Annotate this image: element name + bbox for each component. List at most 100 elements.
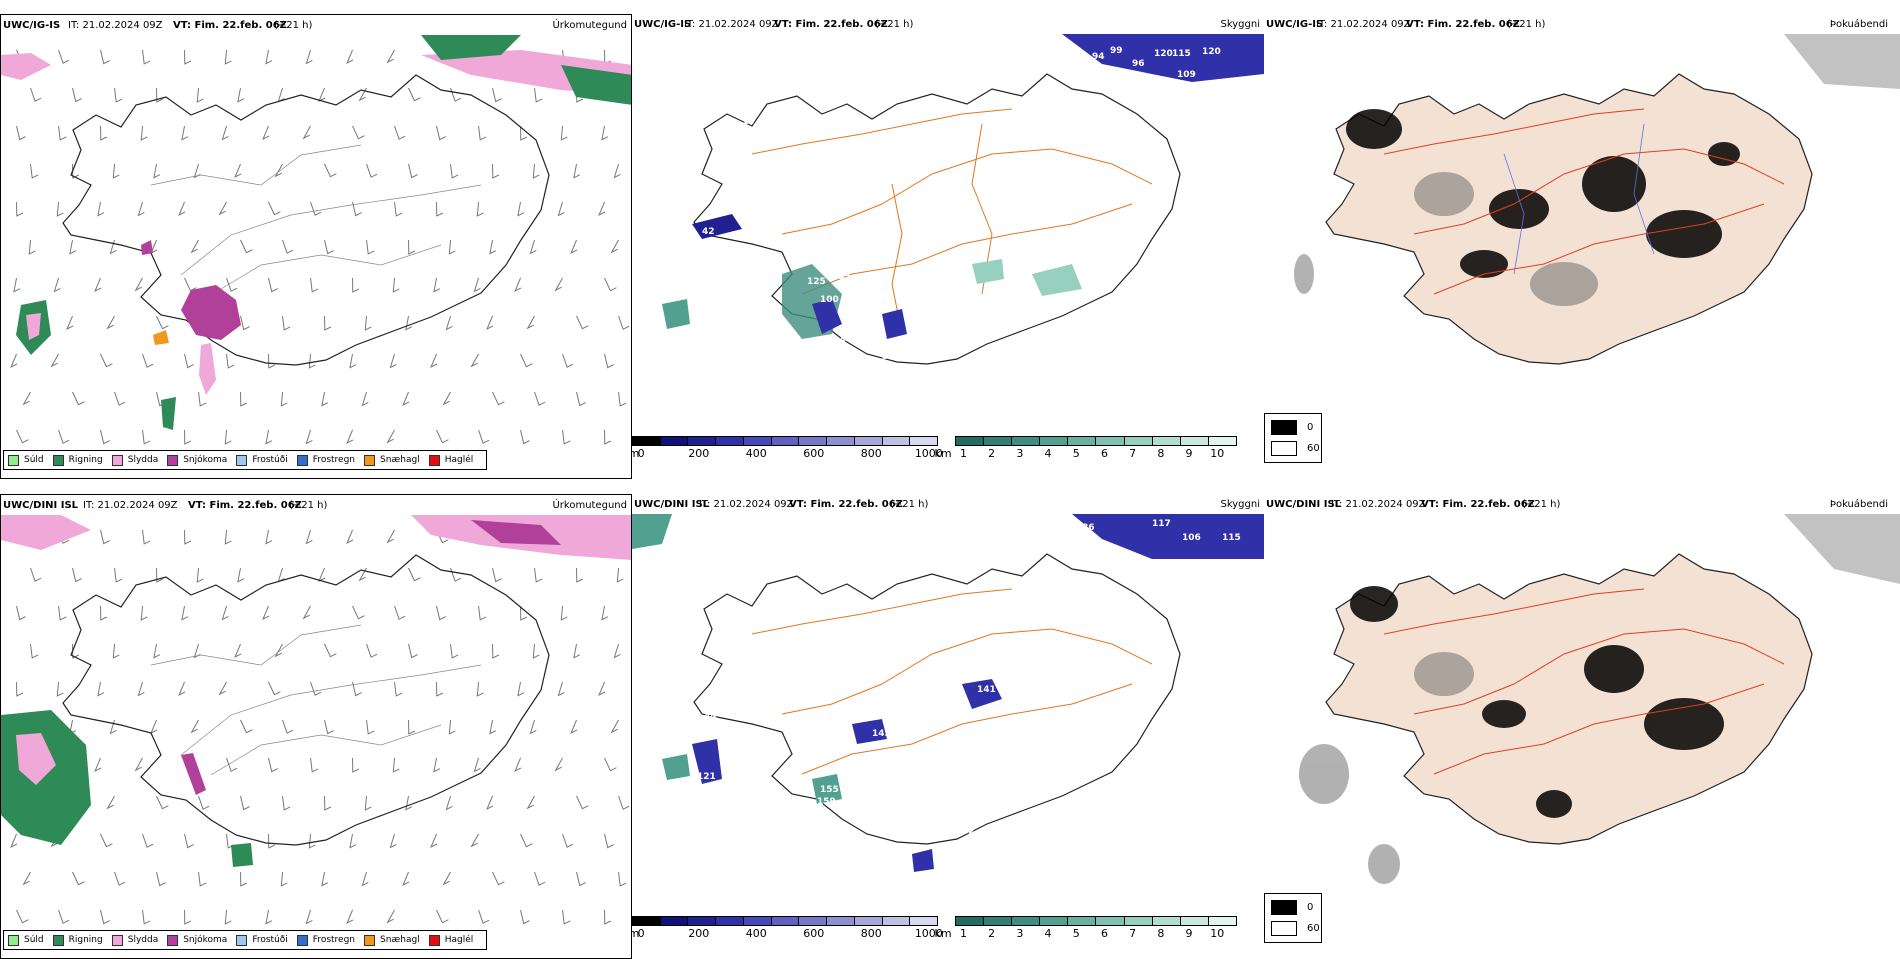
cloud-base-label: 96 bbox=[712, 797, 725, 807]
wind-barb bbox=[557, 201, 565, 217]
cloud-base-label: 13 bbox=[742, 117, 755, 127]
cloud-base-label: 118 bbox=[752, 327, 771, 337]
wind-barb bbox=[97, 681, 105, 697]
wind-barb bbox=[310, 201, 322, 216]
wind-barb bbox=[240, 871, 248, 887]
colorbar-cell bbox=[716, 437, 744, 445]
lead-time: (+21 h) bbox=[1507, 19, 1546, 30]
wind-barb bbox=[489, 239, 497, 255]
cloud-base-label: 113 bbox=[912, 327, 931, 337]
precip-type-panel-bottom: UWC/DINI ISL IT: 21.02.2024 09Z VT: Fim.… bbox=[0, 494, 632, 959]
fog-legend-row: 0 bbox=[1271, 900, 1313, 915]
wind-barb bbox=[492, 871, 505, 886]
wind-barb bbox=[448, 239, 456, 255]
wind-barb bbox=[408, 643, 418, 659]
wind-barb bbox=[268, 201, 281, 216]
cloud-base-label: 86 bbox=[1082, 523, 1095, 533]
clouds-panel-top: UWC/IG-IS IT: 21.02.2024 09Z VT: Fim. 22… bbox=[632, 14, 1264, 479]
wind-barb bbox=[324, 163, 337, 178]
lead-time: (+21 h) bbox=[289, 500, 328, 511]
wind-barb bbox=[265, 429, 273, 445]
wind-barb bbox=[100, 605, 108, 621]
wind-barb bbox=[532, 643, 540, 659]
colorbar-unit: m bbox=[632, 927, 640, 940]
colorbar-tick-label: 600 bbox=[803, 927, 825, 940]
wind-barb bbox=[618, 315, 630, 330]
wind-barb bbox=[618, 871, 627, 887]
cloud-base-label: 141 bbox=[977, 685, 996, 695]
wind-barb bbox=[282, 795, 291, 811]
wind-barb bbox=[352, 125, 365, 140]
wind-barb bbox=[517, 201, 525, 217]
legend-item: Frostregn bbox=[296, 454, 356, 466]
wind-barb bbox=[137, 681, 145, 697]
legend-swatch bbox=[236, 454, 248, 466]
wind-barb bbox=[274, 163, 283, 178]
wind-barb bbox=[430, 833, 438, 848]
wind-barb bbox=[346, 49, 354, 64]
cloud-base-label: 44 bbox=[704, 712, 717, 722]
wind-barb bbox=[450, 643, 459, 659]
wind-barb bbox=[308, 833, 316, 849]
wind-barb bbox=[184, 49, 192, 65]
wind-barb bbox=[486, 795, 494, 810]
colorbar-tick-label: 1 bbox=[959, 927, 967, 940]
legend-swatch bbox=[428, 454, 440, 466]
wind-barb bbox=[470, 833, 479, 848]
wind-barb bbox=[184, 529, 192, 545]
wind-barb bbox=[573, 163, 581, 179]
wind-barb bbox=[184, 909, 192, 925]
colorbar-cell bbox=[771, 437, 800, 445]
wind-barb bbox=[560, 605, 568, 621]
cloud-base-label: 143 bbox=[872, 729, 891, 739]
wind-barb bbox=[408, 719, 416, 735]
legend-swatch bbox=[364, 934, 376, 946]
wind-barb bbox=[302, 605, 311, 620]
wind-barb bbox=[16, 125, 26, 141]
wind-barb bbox=[324, 315, 332, 331]
colorbar-tick-label: 9 bbox=[1185, 447, 1193, 460]
colorbar-cell bbox=[1208, 437, 1236, 445]
wind-barb bbox=[305, 529, 313, 545]
wind-barb bbox=[100, 49, 110, 65]
visibility-cells bbox=[955, 916, 1237, 926]
wind-barb bbox=[221, 605, 229, 621]
wind-barb bbox=[576, 391, 586, 407]
wind-barb bbox=[305, 429, 313, 445]
panel-title: Skyggni bbox=[1220, 19, 1260, 30]
wind-barb bbox=[112, 163, 120, 179]
colorbar-cell bbox=[984, 437, 1013, 445]
wind-barb bbox=[534, 567, 543, 583]
wind-barb bbox=[94, 757, 102, 772]
legend-label: Snjókoma bbox=[183, 455, 228, 465]
cloud-base-label: 106 bbox=[1182, 533, 1201, 543]
wind-barb bbox=[112, 643, 120, 659]
colorbar-tick-label: 0 bbox=[637, 927, 645, 940]
wind-barb bbox=[240, 719, 253, 734]
legend-item: Frostúði bbox=[236, 454, 288, 466]
wind-barb bbox=[156, 87, 164, 103]
visibility-colorbar: km 1 2 3 4 5 6 7 8 9 10 bbox=[934, 436, 1237, 460]
wind-barb bbox=[520, 429, 530, 445]
cloud-base-label: 71 bbox=[687, 787, 700, 797]
cloud-base-label: 105 bbox=[722, 297, 741, 307]
wind-barb bbox=[492, 87, 502, 103]
legend-label: Frostregn bbox=[312, 455, 356, 465]
cloud-base-label: 112 bbox=[912, 345, 931, 355]
wind-barb bbox=[142, 49, 151, 65]
wind-barb bbox=[358, 567, 367, 582]
wind-barb bbox=[389, 833, 397, 849]
colorbar-cell bbox=[1012, 917, 1041, 925]
wind-barb bbox=[16, 605, 26, 621]
legend-item: Snjókoma bbox=[167, 934, 227, 946]
wind-barb bbox=[346, 909, 354, 924]
cloud-base-label: 109 bbox=[1177, 70, 1196, 80]
wind-barb bbox=[184, 429, 192, 445]
legend-swatch bbox=[167, 454, 179, 466]
colorbar-tick-label: 1000 bbox=[914, 447, 943, 460]
wind-barb bbox=[308, 353, 316, 369]
wind-barb bbox=[478, 429, 490, 444]
legend-label: Súld bbox=[24, 935, 44, 945]
cloud-base-label: 32 bbox=[962, 827, 975, 837]
cloud-base-label: 119 bbox=[922, 312, 941, 322]
